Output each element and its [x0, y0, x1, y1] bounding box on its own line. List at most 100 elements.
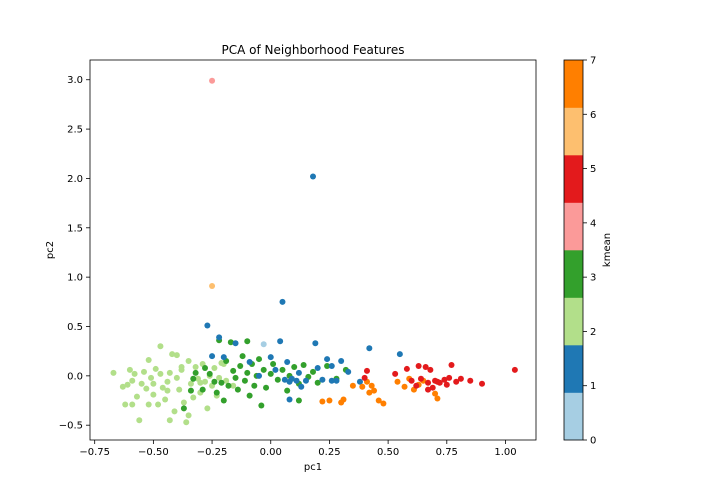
scatter-point-cluster-3	[246, 392, 253, 399]
scatter-point-cluster-2	[143, 385, 150, 392]
colorbar-label: kmean	[602, 233, 613, 267]
scatter-point-cluster-7	[349, 382, 356, 389]
scatter-point-cluster-2	[173, 374, 180, 381]
scatter-point-cluster-2	[180, 399, 187, 406]
scatter-point-cluster-5	[479, 380, 486, 387]
scatter-point-cluster-2	[155, 401, 162, 408]
scatter-point-cluster-5	[467, 377, 474, 384]
colorbar-ticks: 0 1 2 3 4 5 6 7	[583, 56, 596, 447]
x-tick-label: 0.00	[260, 447, 282, 458]
scatter-point-cluster-3	[192, 369, 199, 376]
scatter-point-cluster-3	[314, 379, 321, 386]
scatter-point-cluster-3	[202, 364, 209, 371]
colorbar-tick-label: 5	[590, 164, 596, 175]
scatter-point-cluster-2	[178, 363, 185, 370]
scatter-point-cluster-5	[415, 362, 422, 369]
scatter-point-cluster-1	[286, 396, 293, 403]
x-tick-label: 0.50	[377, 447, 399, 458]
scatter-point-cluster-2	[159, 384, 166, 391]
colorbar-frame	[563, 59, 584, 441]
scatter-point-cluster-3	[206, 370, 213, 377]
scatter-point-cluster-2	[187, 380, 194, 387]
scatter-point-cluster-1	[302, 377, 309, 384]
scatter-point-cluster-7	[366, 389, 373, 396]
scatter-point-cluster-2	[185, 412, 192, 419]
scatter-point-cluster-5	[363, 367, 370, 374]
scatter-point-cluster-1	[220, 354, 227, 361]
scatter-point-cluster-2	[145, 401, 152, 408]
scatter-point-cluster-5	[408, 377, 415, 384]
scatter-point-cluster-1	[319, 376, 326, 383]
scatter-point-cluster-3	[284, 387, 291, 394]
scatter-point-cluster-7	[401, 383, 408, 390]
scatter-point-cluster-7	[359, 383, 366, 390]
colorbar-tick-label: 7	[590, 56, 596, 67]
scatter-point-cluster-2	[138, 380, 145, 387]
scatter-point-cluster-1	[324, 356, 331, 363]
x-axis-label: pc1	[304, 462, 322, 473]
scatter-point-cluster-2	[133, 393, 140, 400]
y-tick-label: 0.5	[67, 322, 83, 333]
scatter-point-cluster-2	[176, 386, 183, 393]
colorbar-tick-label: 2	[590, 327, 596, 338]
scatter-points	[110, 77, 518, 426]
scatter-point-cluster-2	[126, 366, 133, 373]
scatter-point-cluster-1	[293, 377, 300, 384]
scatter-point-cluster-3	[190, 375, 197, 382]
scatter-point-cluster-2	[183, 419, 190, 426]
scatter-point-cluster-1	[277, 338, 284, 345]
scatter-point-cluster-2	[129, 401, 136, 408]
y-axis-ticks: −0.5 0.0 0.5 1.0 1.5 2.0 2.5 3.0	[59, 75, 90, 432]
scatter-point-cluster-2	[173, 352, 180, 359]
scatter-point-cluster-1	[298, 383, 305, 390]
scatter-point-cluster-3	[220, 397, 227, 404]
scatter-point-cluster-5	[403, 365, 410, 372]
scatter-point-cluster-1	[396, 351, 403, 358]
scatter-point-cluster-3	[180, 405, 187, 412]
scatter-point-cluster-3	[260, 366, 267, 373]
scatter-point-cluster-2	[150, 391, 157, 398]
scatter-point-cluster-5	[511, 366, 518, 373]
scatter-point-cluster-2	[169, 351, 176, 358]
scatter-point-cluster-5	[443, 381, 450, 388]
scatter-point-cluster-1	[366, 345, 373, 352]
x-axis-ticks: −0.75 −0.50 −0.25 0.00 0.25 0.50 0.75 1.00	[79, 440, 517, 458]
scatter-point-cluster-2	[204, 405, 211, 412]
scatter-point-cluster-1	[288, 375, 295, 382]
scatter-point-cluster-3	[300, 361, 307, 368]
scatter-point-cluster-5	[392, 370, 399, 377]
scatter-point-cluster-7	[319, 398, 326, 405]
scatter-point-cluster-3	[232, 374, 239, 381]
x-tick-label: 1.00	[494, 447, 516, 458]
scatter-point-cluster-3	[263, 384, 270, 391]
x-tick-label: 0.75	[436, 447, 458, 458]
scatter-point-cluster-1	[338, 358, 345, 365]
scatter-point-cluster-2	[157, 343, 164, 350]
scatter-point-cluster-7	[432, 390, 439, 397]
chart-title: PCA of Neighborhood Features	[222, 43, 405, 57]
colorbar: 0 1 2 3 4 5 6 7 kmean	[563, 56, 613, 447]
scatter-point-cluster-2	[119, 383, 126, 390]
scatter-point-cluster-2	[164, 378, 171, 385]
colorbar-segment-6	[564, 107, 583, 156]
scatter-point-cluster-2	[122, 401, 129, 408]
scatter-point-cluster-2	[166, 417, 173, 424]
scatter-point-cluster-3	[258, 402, 265, 409]
scatter-point-cluster-2	[145, 357, 152, 364]
scatter-point-cluster-5	[422, 363, 429, 370]
scatter-point-cluster-2	[202, 378, 209, 385]
scatter-point-cluster-2	[140, 368, 147, 375]
scatter-point-cluster-5	[457, 375, 464, 382]
scatter-point-cluster-5	[425, 386, 432, 393]
scatter-point-cluster-1	[204, 322, 211, 329]
scatter-point-cluster-5	[429, 384, 436, 391]
scatter-point-cluster-7	[340, 396, 347, 403]
colorbar-segment-4	[564, 202, 583, 251]
scatter-point-cluster-3	[199, 386, 206, 393]
scatter-point-cluster-2	[136, 417, 143, 424]
x-tick-label: 0.25	[318, 447, 340, 458]
colorbar-segment-0	[564, 392, 583, 441]
scatter-point-cluster-3	[274, 376, 281, 383]
scatter-point-cluster-3	[213, 389, 220, 396]
